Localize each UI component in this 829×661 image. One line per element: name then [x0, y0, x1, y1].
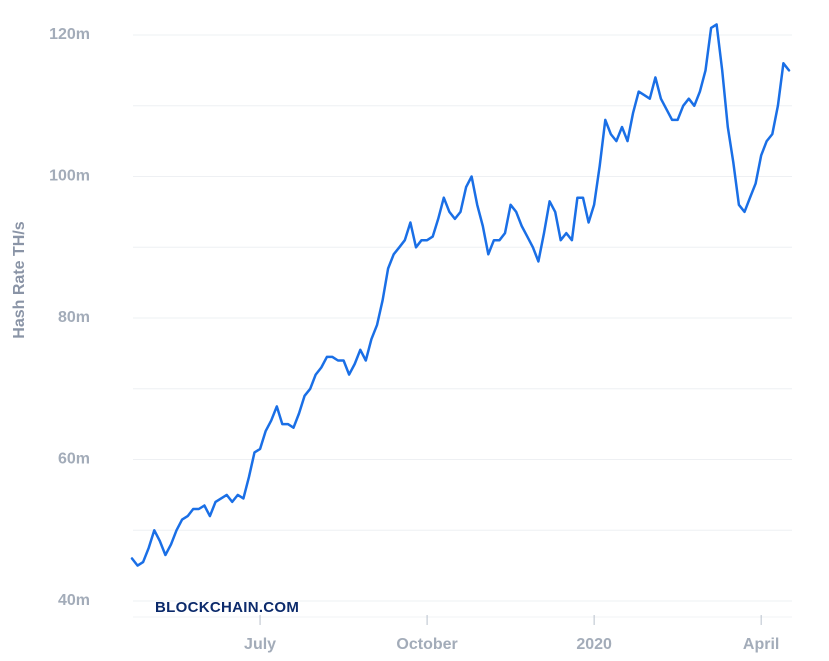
plot: 40m 60m 80m 100m 120m July October 2020 April — [49, 23, 792, 653]
watermark: BLOCKCHAIN.COM — [155, 599, 299, 616]
y-tick-label: 120m — [49, 26, 90, 43]
x-tick-label: April — [743, 636, 779, 653]
data-line — [130, 23, 791, 567]
x-tick-label: October — [396, 636, 457, 653]
x-tick-label: 2020 — [576, 636, 612, 653]
y-tick-label: 40m — [58, 592, 90, 609]
x-tick-label: July — [244, 636, 276, 653]
y-tick-label: 60m — [58, 451, 90, 468]
y-tick-label: 80m — [58, 309, 90, 326]
y-tick-label: 100m — [49, 168, 90, 185]
y-axis-label: Hash Rate TH/s — [11, 221, 28, 338]
